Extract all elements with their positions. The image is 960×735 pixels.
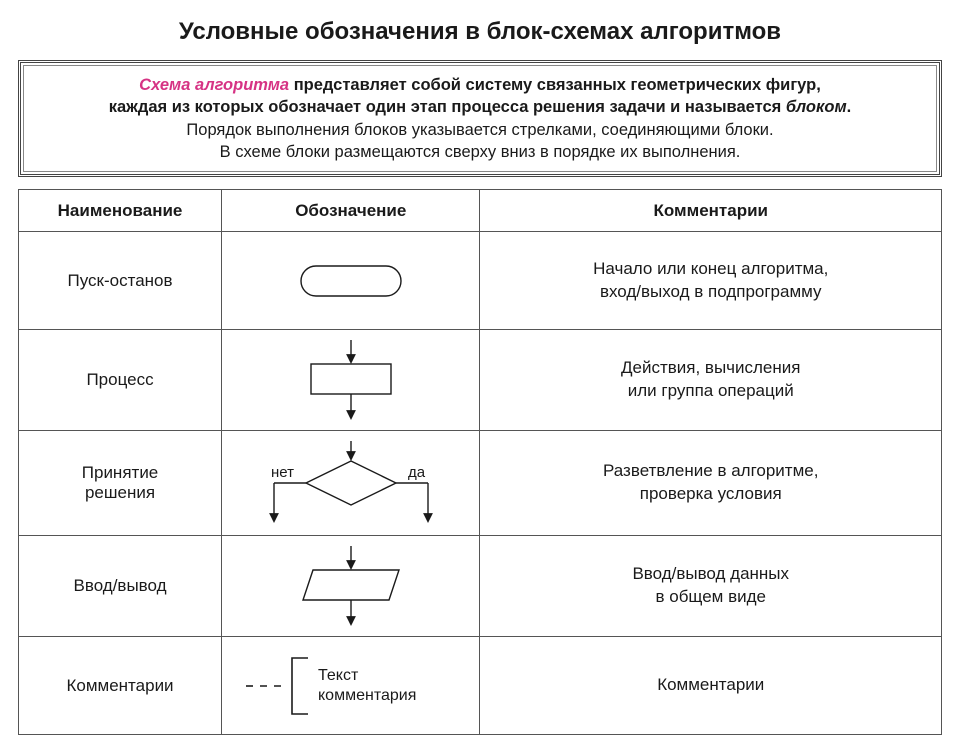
page: Условные обозначения в блок-схемах алгор… bbox=[0, 0, 960, 720]
intro-line4: В схеме блоки размещаются сверху вниз в … bbox=[220, 143, 741, 161]
row-symbol bbox=[222, 232, 480, 330]
intro-line3: Порядок выполнения блоков указывается ст… bbox=[186, 121, 773, 139]
row-name: Ввод/вывод bbox=[19, 536, 222, 637]
comment-shape-icon: Текст комментария bbox=[236, 646, 466, 726]
table-header-row: Наименование Обозначение Комментарии bbox=[19, 190, 942, 232]
decision-shape-icon: нет да bbox=[236, 437, 466, 529]
row-symbol bbox=[222, 536, 480, 637]
intro-term: Схема алгоритма bbox=[139, 76, 289, 94]
row-comment: Разветвление в алгоритме,проверка услови… bbox=[480, 431, 942, 536]
th-symbol: Обозначение bbox=[222, 190, 480, 232]
th-name: Наименование bbox=[19, 190, 222, 232]
row-symbol bbox=[222, 330, 480, 431]
intro-line2-ital: блоком bbox=[786, 98, 847, 116]
page-title: Условные обозначения в блок-схемах алгор… bbox=[18, 18, 942, 46]
row-comment: Действия, вычисленияили группа операций bbox=[480, 330, 942, 431]
row-name: Процесс bbox=[19, 330, 222, 431]
comment-text-line2: комментария bbox=[318, 687, 416, 704]
comment-text-line1: Текст bbox=[318, 667, 359, 684]
symbols-table: Наименование Обозначение Комментарии Пус… bbox=[18, 189, 942, 735]
table-row: Пуск-останов Начало или конец алгоритма,… bbox=[19, 232, 942, 330]
terminator-shape-icon bbox=[276, 256, 426, 306]
row-comment: Ввод/вывод данныхв общем виде bbox=[480, 536, 942, 637]
process-shape-icon bbox=[276, 336, 426, 424]
intro-line1: представляет собой систему связанных гео… bbox=[289, 76, 821, 94]
row-name: Принятиерешения bbox=[19, 431, 222, 536]
row-comment: Начало или конец алгоритма,вход/выход в … bbox=[480, 232, 942, 330]
row-symbol: нет да bbox=[222, 431, 480, 536]
decision-no-label: нет bbox=[271, 464, 294, 481]
io-shape-icon bbox=[271, 542, 431, 630]
intro-box: Схема алгоритма представляет собой систе… bbox=[18, 60, 942, 177]
intro-text: Схема алгоритма представляет собой систе… bbox=[23, 65, 937, 172]
table-row: Процесс Действия, вычисленияили группа о bbox=[19, 330, 942, 431]
table-row: Принятиерешения bbox=[19, 431, 942, 536]
row-name: Пуск-останов bbox=[19, 232, 222, 330]
table-row: Ввод/вывод Ввод/вывод данныхв общем виде bbox=[19, 536, 942, 637]
th-comment: Комментарии bbox=[480, 190, 942, 232]
intro-line2b: . bbox=[847, 98, 852, 116]
intro-line2a: каждая из которых обозначает один этап п… bbox=[109, 98, 786, 116]
decision-yes-label: да bbox=[408, 464, 426, 481]
